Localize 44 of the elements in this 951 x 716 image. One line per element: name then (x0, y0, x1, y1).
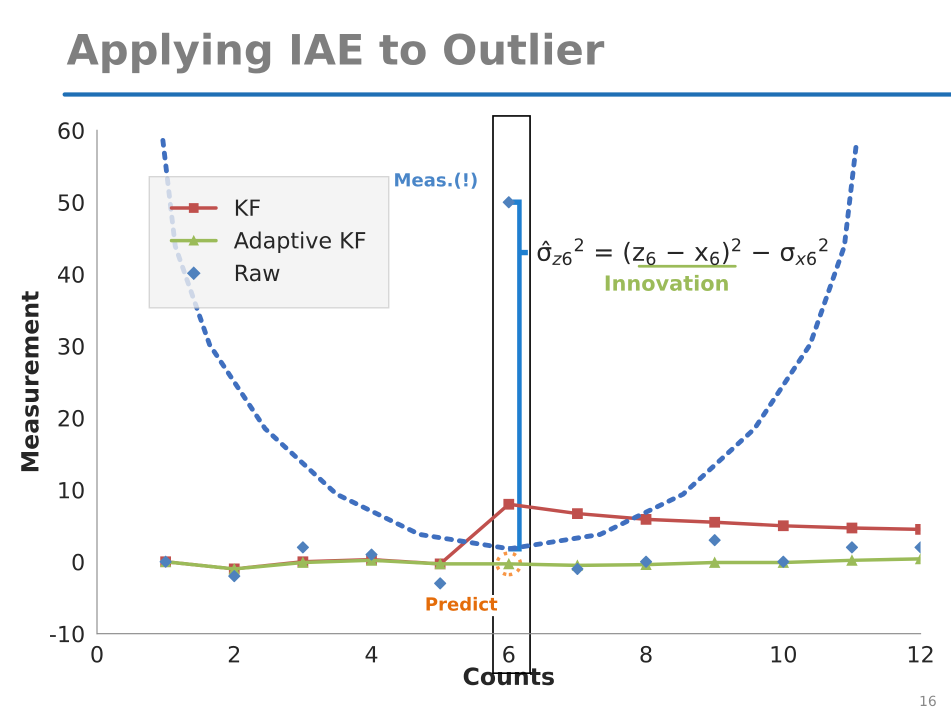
x-tick-label: 6 (503, 646, 514, 663)
point (709, 516, 720, 528)
point (640, 514, 652, 525)
y-tick-label: 50 (58, 194, 84, 211)
y-tick-label: 40 (58, 266, 84, 283)
point (846, 541, 858, 554)
y-tick-label: 10 (59, 482, 84, 499)
point (571, 562, 584, 576)
y-tick-label: 60 (58, 122, 84, 140)
point (434, 577, 446, 590)
x-axis-title: Counts (464, 667, 554, 686)
text: σ̂$_{z6}$$^{2}$ = (z$_{6}$ − x$_{6̄}$)$^{2}$ − σ$_{x6̄}$$^{2}$ (538, 238, 828, 266)
y-tick-label: 20 (58, 410, 84, 427)
legend-label: Adaptive KF (234, 232, 366, 254)
x-tick-label: 2 (228, 646, 240, 662)
annotation: Predict (426, 596, 498, 611)
point (572, 508, 583, 519)
point (503, 498, 514, 510)
text: 16 (920, 696, 936, 706)
x-tick-label: 12 (908, 646, 932, 662)
point (778, 520, 789, 532)
y-axis-title: Measurement (21, 291, 39, 472)
point (640, 556, 652, 568)
legend-label: KF (236, 200, 260, 216)
y-tick-label: 30 (58, 338, 84, 355)
point (228, 570, 240, 582)
x-tick-label: 4 (366, 646, 378, 662)
x-tick-label: 10 (772, 646, 796, 663)
line-series (160, 138, 860, 552)
point (709, 557, 720, 568)
chart-title: Applying IAE to Outlier (66, 32, 604, 74)
point (846, 522, 858, 534)
annotation: Meas.(!) (395, 172, 477, 189)
point (846, 554, 858, 566)
point (296, 541, 309, 554)
annotation: Innovation (606, 274, 728, 291)
point (365, 548, 378, 561)
point (708, 534, 721, 546)
x-tick-label: 0 (91, 646, 103, 663)
point (502, 196, 515, 208)
legend-label: Raw (236, 264, 280, 282)
y-tick-label: 0 (72, 554, 84, 571)
y-tick-label: -10 (50, 626, 84, 642)
x-tick-label: 8 (640, 646, 652, 663)
